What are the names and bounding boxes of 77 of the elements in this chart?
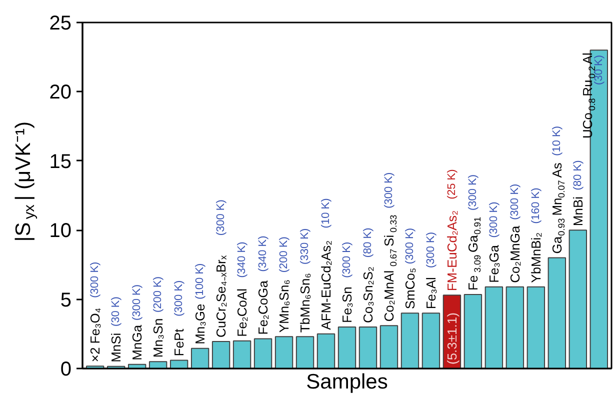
annotation: (10 K)	[550, 126, 563, 156]
x-axis-title: Samples	[306, 370, 388, 394]
annotation: (25 K)	[446, 169, 458, 200]
x-tick-label: Fe₃Al	[423, 277, 438, 310]
x-tick-label: SmCo₅	[402, 268, 418, 310]
bar	[254, 338, 272, 368]
bar	[548, 257, 566, 368]
annotation: (100 K)	[194, 263, 206, 300]
bar	[170, 360, 188, 368]
x-tick-label: Fe₃Ga	[486, 244, 502, 283]
bar	[232, 340, 252, 368]
annotation: (200 K)	[152, 276, 164, 313]
x-tick-label: Fe3.09Ga0.91	[465, 216, 482, 290]
y-tick-label: 0	[60, 358, 72, 380]
x-tick-label: ×2 Fe₃O₄	[88, 308, 103, 362]
bar	[274, 336, 294, 368]
x-tick-label: Co₂MnGa	[507, 225, 522, 283]
x-tick-label: MnGa	[130, 324, 145, 360]
x-tick-label: TbMn₆Sn₆	[298, 273, 313, 333]
bar	[400, 312, 420, 368]
annotation: (300 K)	[173, 280, 186, 316]
x-tick-label: Mn₃Ge	[192, 304, 208, 344]
y-tick-label: 5	[60, 289, 72, 312]
x-tick-label: AFM-EuCd₂As₂	[318, 240, 334, 330]
bar	[526, 286, 546, 368]
y-axis-title: |Syx| (μVK⁻¹)	[12, 121, 38, 242]
annotation: (30 K)	[110, 296, 122, 327]
annotation: (300 K)	[488, 202, 500, 238]
bar	[296, 336, 314, 368]
x-tick-label: Fe₂CoAl	[234, 288, 250, 337]
x-tick-label: YMn₆Sn₆	[276, 280, 292, 333]
bar	[380, 325, 398, 368]
bar	[464, 294, 482, 368]
x-tick-label: MnBi	[570, 196, 586, 226]
data-label: (5.3±1.1)	[444, 312, 460, 364]
x-tick-label: Ga0.93Mn0.07As	[549, 162, 566, 254]
x-tick-label: Co₃Sn₂S₂	[360, 266, 376, 323]
annotation: (300 K)	[404, 228, 416, 264]
annotation: (80 K)	[572, 160, 584, 190]
annotation: (300 K)	[382, 172, 395, 208]
x-tick-label: Fe₃Sn	[340, 286, 354, 323]
x-tick-label: MnSi	[108, 332, 124, 362]
bar	[316, 333, 336, 368]
x-tick-label: CuCr₂Se₄₋ₓBrₓ	[214, 254, 229, 338]
y-tick-label: 10	[49, 220, 72, 242]
bar	[568, 230, 588, 368]
y-tick-label: 15	[49, 150, 72, 173]
annotation: (160 K)	[530, 188, 542, 224]
x-tick-label: FePt	[172, 328, 187, 356]
bar	[338, 326, 356, 368]
annotation: (300 K)	[508, 184, 521, 220]
annotation: (340 K)	[236, 242, 248, 278]
bar	[484, 286, 504, 368]
bar	[190, 348, 210, 368]
annotation: (300 K)	[341, 242, 353, 278]
bar	[358, 326, 378, 368]
annotation: (300 K)	[215, 200, 228, 236]
bar	[506, 286, 524, 368]
annotation: (300 K)	[424, 232, 437, 268]
annotation: (300 K)	[89, 262, 102, 298]
annotation: (340 K)	[257, 236, 270, 272]
bar	[148, 361, 168, 368]
y-tick-label: 20	[49, 82, 72, 104]
x-tick-label: Fe₂CoGa	[256, 280, 271, 335]
bar	[212, 341, 230, 368]
annotation: (300 K)	[131, 284, 144, 321]
x-tick-label: Co₂MnAl0.67Si0.33	[381, 214, 398, 322]
x-tick-label: FM-EuCd₂As₂	[444, 210, 460, 292]
x-tick-label: YbMnBi₂	[528, 232, 544, 283]
y-tick-label: 25	[49, 12, 72, 34]
annotation: (330 K)	[299, 228, 312, 264]
annotation: (10 K)	[320, 198, 332, 228]
annotation: (80 K)	[362, 228, 374, 258]
annotation: (300 K)	[466, 174, 479, 210]
annotation: (200 K)	[278, 236, 290, 273]
bar	[422, 312, 440, 368]
x-tick-label: Mn₃Sn	[150, 318, 166, 358]
